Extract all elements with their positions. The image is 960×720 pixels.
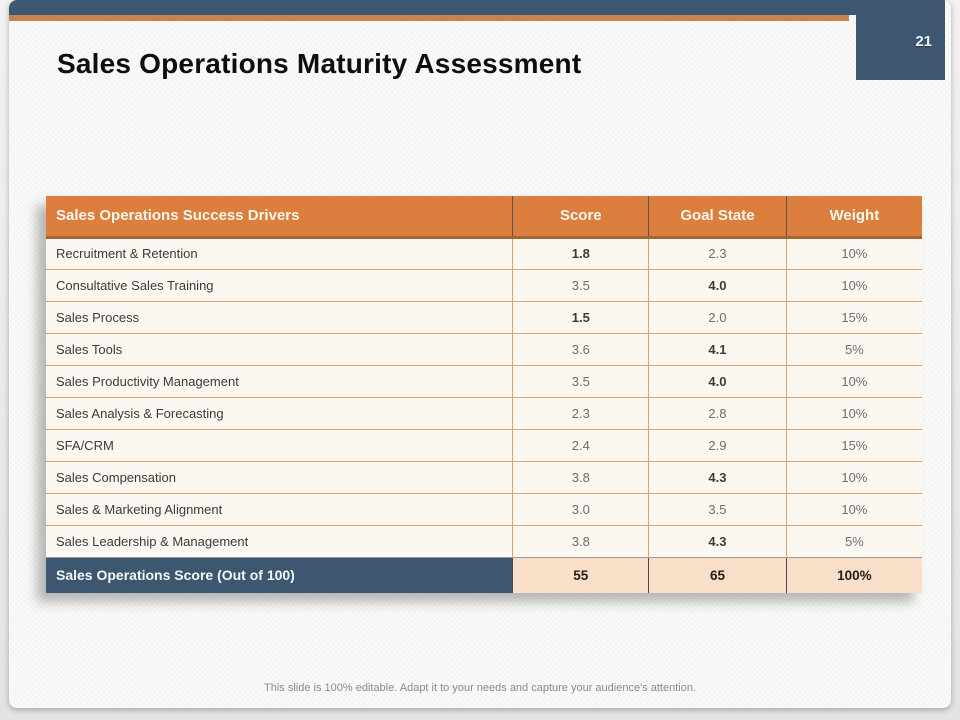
score-cell: 3.5 xyxy=(512,364,649,397)
column-header-goal: Goal State xyxy=(648,196,787,239)
goal-cell: 2.0 xyxy=(648,300,787,333)
page-number: 21 xyxy=(915,32,932,50)
weight-cell: 10% xyxy=(785,364,922,397)
table-row: Sales Process 1.5 2.0 15% xyxy=(46,300,922,333)
goal-cell: 4.1 xyxy=(648,332,787,365)
total-score: 55 xyxy=(512,556,649,593)
weight-cell: 10% xyxy=(785,396,922,429)
assessment-table-wrap: Sales Operations Success Drivers Score G… xyxy=(46,196,922,593)
score-cell: 3.0 xyxy=(512,492,649,525)
table-row: Sales Leadership & Management 3.8 4.3 5% xyxy=(46,524,922,557)
goal-cell: 4.3 xyxy=(648,524,787,557)
driver-cell: Sales & Marketing Alignment xyxy=(46,492,513,525)
driver-cell: Sales Leadership & Management xyxy=(46,524,513,557)
weight-cell: 15% xyxy=(785,300,922,333)
total-goal: 65 xyxy=(648,556,787,593)
header-row: Sales Operations Success Drivers Score G… xyxy=(46,196,922,239)
goal-cell: 4.3 xyxy=(648,460,787,493)
total-weight: 100% xyxy=(785,556,922,593)
driver-cell: Sales Compensation xyxy=(46,460,513,493)
assessment-table: Sales Operations Success Drivers Score G… xyxy=(46,196,922,593)
slide-title: Sales Operations Maturity Assessment xyxy=(57,48,582,79)
goal-cell: 2.9 xyxy=(648,428,787,461)
total-row: Sales Operations Score (Out of 100) 55 6… xyxy=(46,556,922,593)
score-cell: 1.8 xyxy=(512,237,649,269)
accent-line xyxy=(9,15,849,21)
driver-cell: Sales Tools xyxy=(46,332,513,365)
table-row: Sales Analysis & Forecasting 2.3 2.8 10% xyxy=(46,396,922,429)
goal-cell: 2.3 xyxy=(648,237,787,269)
footer-note: This slide is 100% editable. Adapt it to… xyxy=(264,682,696,694)
driver-cell: SFA/CRM xyxy=(46,428,513,461)
weight-cell: 15% xyxy=(785,428,922,461)
slide-canvas: 21 Sales Operations Maturity Assessment … xyxy=(9,0,951,708)
goal-cell: 4.0 xyxy=(648,268,787,301)
driver-cell: Sales Process xyxy=(46,300,513,333)
column-header-weight: Weight xyxy=(785,196,922,239)
page-number-box: 21 xyxy=(856,0,945,80)
score-cell: 3.8 xyxy=(512,460,649,493)
column-header-drivers: Sales Operations Success Drivers xyxy=(46,196,513,239)
top-bar xyxy=(9,0,945,15)
weight-cell: 10% xyxy=(785,492,922,525)
driver-cell: Consultative Sales Training xyxy=(46,268,513,301)
score-cell: 3.5 xyxy=(512,268,649,301)
score-cell: 2.3 xyxy=(512,396,649,429)
score-cell: 3.6 xyxy=(512,332,649,365)
weight-cell: 5% xyxy=(785,332,922,365)
table-row: SFA/CRM 2.4 2.9 15% xyxy=(46,428,922,461)
score-cell: 3.8 xyxy=(512,524,649,557)
goal-cell: 4.0 xyxy=(648,364,787,397)
score-cell: 2.4 xyxy=(512,428,649,461)
driver-cell: Sales Productivity Management xyxy=(46,364,513,397)
table-row: Sales & Marketing Alignment 3.0 3.5 10% xyxy=(46,492,922,525)
weight-cell: 10% xyxy=(785,268,922,301)
weight-cell: 10% xyxy=(785,460,922,493)
weight-cell: 5% xyxy=(785,524,922,557)
goal-cell: 3.5 xyxy=(648,492,787,525)
column-header-score: Score xyxy=(512,196,649,239)
weight-cell: 10% xyxy=(785,237,922,269)
goal-cell: 2.8 xyxy=(648,396,787,429)
table-row: Sales Tools 3.6 4.1 5% xyxy=(46,332,922,365)
driver-cell: Sales Analysis & Forecasting xyxy=(46,396,513,429)
table-row: Sales Productivity Management 3.5 4.0 10… xyxy=(46,364,922,397)
table-row: Sales Compensation 3.8 4.3 10% xyxy=(46,460,922,493)
driver-cell: Recruitment & Retention xyxy=(46,237,513,269)
total-label: Sales Operations Score (Out of 100) xyxy=(46,556,513,593)
table-row: Consultative Sales Training 3.5 4.0 10% xyxy=(46,268,922,301)
score-cell: 1.5 xyxy=(512,300,649,333)
table-row: Recruitment & Retention 1.8 2.3 10% xyxy=(46,237,922,269)
